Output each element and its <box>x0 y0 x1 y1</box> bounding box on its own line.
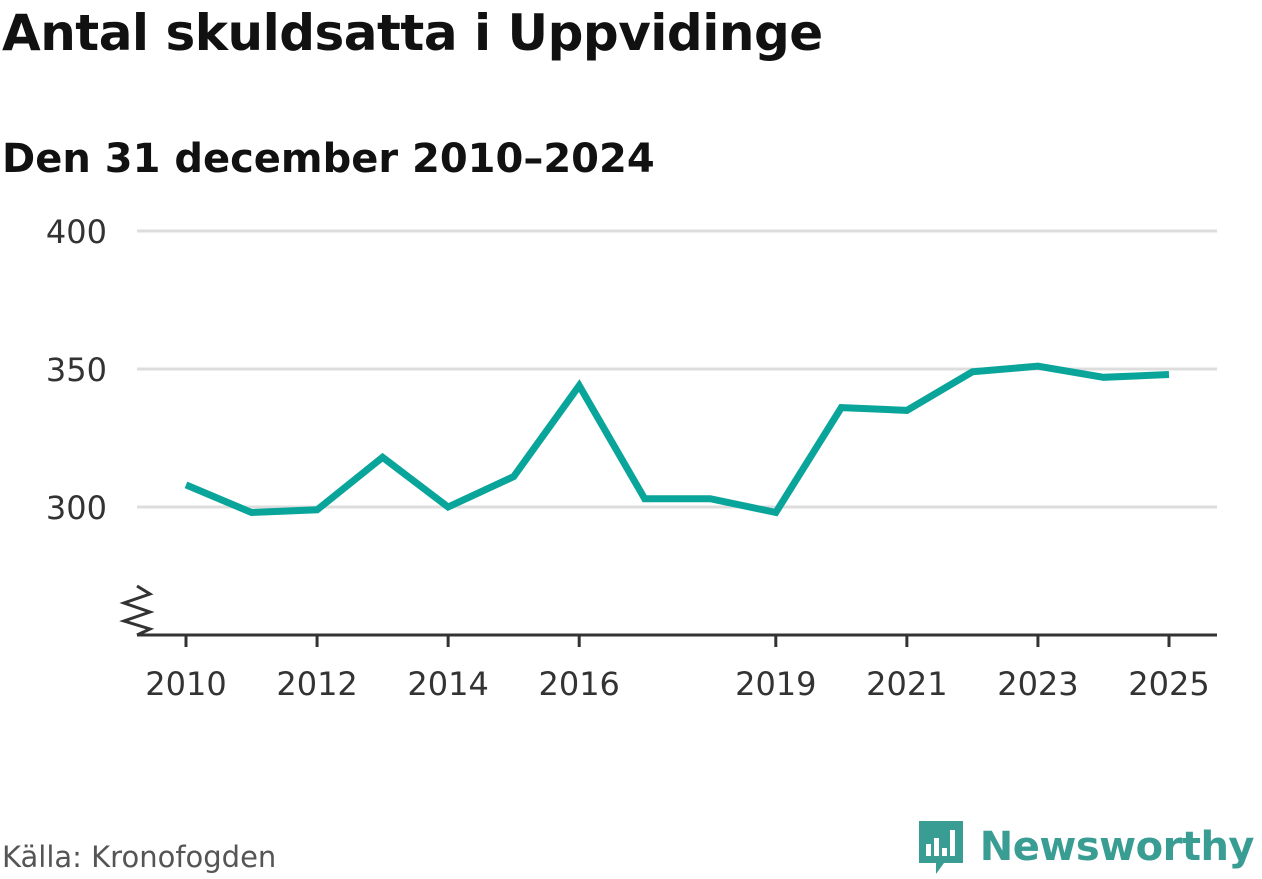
x-tick-label: 2014 <box>407 665 488 703</box>
axis-break-icon <box>119 584 155 637</box>
x-tick-label: 2016 <box>538 665 619 703</box>
x-tick-label: 2012 <box>276 665 357 703</box>
chart-speech-bubble-icon <box>918 821 963 874</box>
chart-subtitle: Den 31 december 2010–2024 <box>2 136 655 182</box>
brand-name: Newsworthy <box>979 824 1255 870</box>
chart-title: Antal skuldsatta i Uppvidinge <box>2 4 823 62</box>
x-tick-label: 2010 <box>145 665 226 703</box>
y-tick-label: 350 <box>46 351 107 389</box>
series-line <box>184 362 1170 517</box>
x-tick-label: 2025 <box>1128 665 1209 703</box>
x-tick-label: 2019 <box>735 665 816 703</box>
y-tick-label: 300 <box>46 489 107 527</box>
x-tick-label: 2023 <box>997 665 1078 703</box>
brand-logo: Newsworthy <box>916 818 1255 876</box>
source-note: Källa: Kronofogden <box>2 840 277 874</box>
y-tick-label: 400 <box>46 213 107 251</box>
x-tick-label: 2021 <box>866 665 947 703</box>
